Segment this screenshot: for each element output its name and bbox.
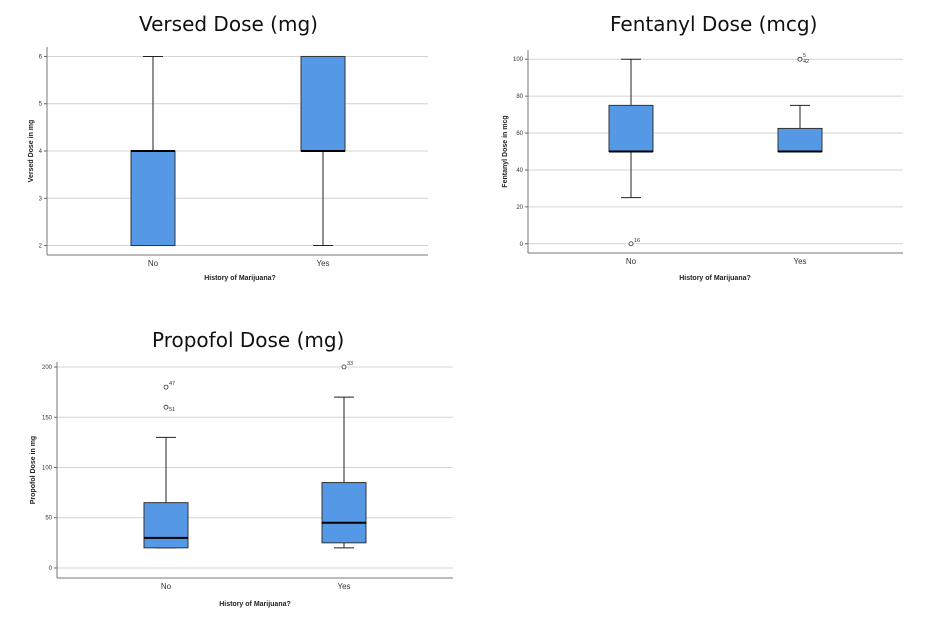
box-no: 47 51 bbox=[143, 381, 189, 549]
outlier-point bbox=[797, 56, 803, 62]
outlier-point bbox=[341, 364, 347, 370]
y-tick-label: 100 bbox=[42, 465, 53, 471]
propofol-chart-title: Propofol Dose (mg) bbox=[152, 328, 345, 352]
outlier-label: 5 bbox=[803, 53, 806, 59]
outlier-point bbox=[163, 384, 169, 390]
box-no: 16 bbox=[608, 58, 654, 247]
outlier-label: 51 bbox=[169, 407, 175, 413]
x-tick-label: Yes bbox=[793, 257, 806, 266]
y-tick-label: 150 bbox=[42, 415, 53, 421]
x-tick-label: No bbox=[161, 582, 172, 591]
box-yes bbox=[300, 55, 346, 247]
versed-chart-title: Versed Dose (mg) bbox=[139, 12, 318, 36]
x-tick-label: Yes bbox=[337, 582, 350, 591]
y-tick-label: 60 bbox=[516, 131, 523, 137]
y-tick-label: 4 bbox=[39, 149, 43, 155]
y-tick-label: 3 bbox=[39, 196, 43, 202]
y-tick-label: 20 bbox=[516, 205, 523, 211]
iqr-box bbox=[300, 55, 346, 152]
iqr-box bbox=[143, 502, 189, 549]
iqr-box bbox=[130, 150, 176, 247]
y-axis-title: Propofol Dose in mg bbox=[30, 436, 37, 504]
x-axis-title: History of Marijuana? bbox=[679, 275, 751, 282]
y-axis-title: Fentanyl Dose in mcg bbox=[502, 115, 509, 187]
y-tick-label: 2 bbox=[39, 244, 43, 250]
iqr-box bbox=[321, 482, 367, 544]
y-tick-label: 50 bbox=[45, 516, 52, 522]
y-tick-label: 0 bbox=[49, 566, 53, 572]
outlier-label: 33 bbox=[347, 361, 353, 367]
outlier-point bbox=[628, 241, 634, 247]
y-axis-title: Versed Dose in mg bbox=[28, 120, 35, 183]
outlier-label: 42 bbox=[803, 59, 809, 65]
box-no bbox=[130, 55, 176, 247]
y-tick-label: 6 bbox=[39, 54, 43, 60]
y-tick-label: 80 bbox=[516, 94, 523, 100]
y-tick-label: 5 bbox=[39, 102, 43, 108]
x-axis-title: History of Marijuana? bbox=[219, 601, 291, 608]
fentanyl-chart-title: Fentanyl Dose (mcg) bbox=[610, 12, 818, 36]
x-tick-label: Yes bbox=[316, 259, 329, 268]
y-tick-label: 200 bbox=[42, 365, 53, 371]
iqr-box bbox=[608, 104, 654, 153]
x-tick-label: No bbox=[148, 259, 159, 268]
outlier-label: 16 bbox=[634, 238, 640, 244]
box-yes: 542 bbox=[777, 53, 823, 153]
box-yes: 33 bbox=[321, 361, 367, 549]
y-tick-label: 0 bbox=[520, 242, 524, 248]
y-tick-label: 100 bbox=[513, 57, 524, 63]
outlier-point bbox=[163, 404, 169, 410]
x-axis-title: History of Marijuana? bbox=[204, 275, 276, 282]
outlier-label: 47 bbox=[169, 381, 175, 387]
x-tick-label: No bbox=[626, 257, 637, 266]
y-tick-label: 40 bbox=[516, 168, 523, 174]
